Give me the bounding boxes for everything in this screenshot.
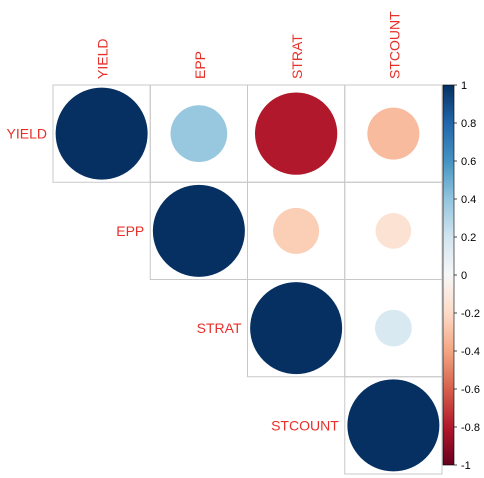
colorbar-tick-label: -0.4	[461, 346, 480, 358]
corr-circle-strat-stcount	[374, 309, 412, 347]
colorbar-tick-label: -0.2	[461, 308, 480, 320]
corr-circle-epp-stcount	[375, 213, 412, 249]
colorbar-tick-label: 0.8	[461, 118, 476, 130]
corr-circle-epp-strat	[273, 207, 320, 254]
colorbar-tick-label: 0.6	[461, 156, 476, 168]
colorbar-tick-label: -0.6	[461, 384, 480, 396]
color-legend: 1 0.8 0.6 0.4 0.2 0 -0.2 -0.4 -0.6 -0.8 -1	[442, 80, 480, 472]
corr-circle-yield-stcount	[367, 107, 420, 160]
corr-circle-yield-strat	[254, 92, 338, 175]
column-label-strat: STRAT	[289, 34, 305, 79]
row-label-stcount: STCOUNT	[271, 417, 339, 433]
column-labels: YIELD EPP STRAT STCOUNT	[95, 11, 403, 79]
color-legend-ticks: 1 0.8 0.6 0.4 0.2 0 -0.2 -0.4 -0.6 -0.8 -1	[454, 80, 480, 472]
row-label-strat: STRAT	[197, 320, 242, 336]
column-label-stcount: STCOUNT	[386, 11, 402, 79]
colorbar-tick-label: 0.2	[461, 232, 476, 244]
corr-circle-stcount-stcount	[347, 379, 440, 472]
row-label-epp: EPP	[116, 223, 144, 239]
row-label-yield: YIELD	[7, 126, 47, 142]
column-label-epp: EPP	[192, 51, 208, 79]
matrix-grid	[52, 84, 443, 475]
row-labels: YIELD EPP STRAT STCOUNT	[7, 126, 340, 434]
grid-cell-stcount-stcount	[344, 376, 443, 475]
corr-circle-epp-epp	[152, 184, 245, 277]
color-legend-bar	[442, 84, 455, 466]
colorbar-tick-label: -1	[461, 460, 471, 472]
corr-circle-yield-epp	[170, 105, 228, 162]
corr-circle-strat-strat	[250, 282, 343, 375]
colorbar-tick-label: -0.8	[461, 422, 480, 434]
correlation-circles	[55, 87, 440, 472]
colorbar-tick-label: 0	[461, 270, 467, 282]
corr-circle-yield-yield	[55, 87, 148, 180]
column-label-yield: YIELD	[95, 39, 111, 79]
colorbar-tick-label: 1	[461, 80, 467, 92]
colorbar-tick-label: 0.4	[461, 194, 476, 206]
